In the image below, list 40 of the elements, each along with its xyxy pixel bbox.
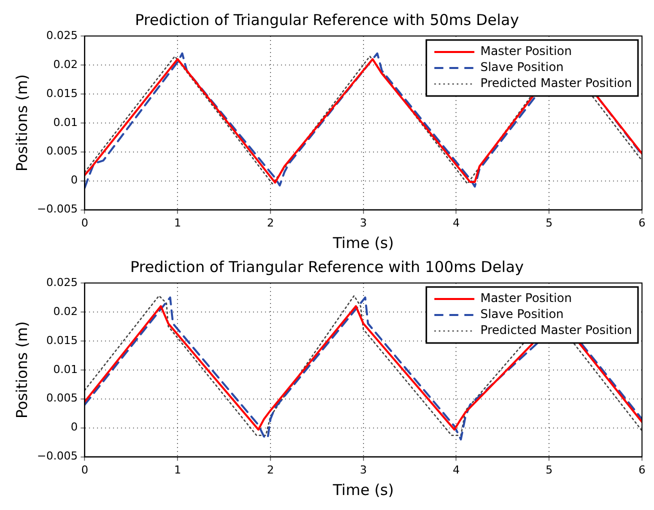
x-tick-label: 0 xyxy=(81,216,88,230)
y-tick-label: 0.025 xyxy=(46,276,78,289)
y-tick-label: 0.02 xyxy=(53,58,78,71)
y-tick-label: 0.015 xyxy=(46,334,78,347)
x-tick-label: 5 xyxy=(546,216,553,230)
x-tick-label: 4 xyxy=(452,463,460,476)
x-tick-label: 1 xyxy=(174,216,182,230)
x-tick-label: 3 xyxy=(360,216,367,230)
legend-label: Master Position xyxy=(480,291,572,306)
x-tick-label: 2 xyxy=(266,463,274,476)
x-tick-label: 3 xyxy=(360,463,367,476)
x-tick-label: 6 xyxy=(638,463,646,476)
x-tick-label: 1 xyxy=(174,463,182,476)
y-tick-label: 0.02 xyxy=(53,304,78,318)
x-tick-label: 6 xyxy=(638,216,646,230)
x-tick-label: 2 xyxy=(266,216,274,230)
x-tick-label: 4 xyxy=(452,216,460,230)
x-tick-label: 5 xyxy=(546,463,553,476)
y-axis-title: Positions (m) xyxy=(12,321,31,419)
legend-label: Slave Position xyxy=(480,60,564,74)
legend-label: Master Position xyxy=(480,44,572,58)
chart-title: Prediction of Triangular Reference with 50ms Delay xyxy=(134,10,520,29)
x-axis-title: Time (s) xyxy=(332,480,394,499)
legend-label: Predicted Master Position xyxy=(480,323,632,338)
y-tick-label: 0 xyxy=(70,420,78,434)
y-tick-label: 0.015 xyxy=(46,86,78,100)
y-tick-label: 0.025 xyxy=(46,28,78,42)
chart-title: Prediction of Triangular Reference with 100ms Delay xyxy=(130,258,524,276)
y-tick-label: 0 xyxy=(70,174,78,187)
y-tick-label: 0.01 xyxy=(53,116,78,129)
y-axis-title: Positions (m) xyxy=(12,74,31,172)
y-tick-label: −0.005 xyxy=(36,202,78,216)
x-axis-title: Time (s) xyxy=(332,234,394,252)
y-tick-label: −0.005 xyxy=(36,450,78,463)
legend-label: Predicted Master Position xyxy=(480,76,632,90)
y-tick-label: 0.005 xyxy=(46,392,78,405)
y-tick-label: 0.01 xyxy=(53,362,78,376)
legend-label: Slave Position xyxy=(480,307,564,322)
y-tick-label: 0.005 xyxy=(46,144,78,158)
x-tick-label: 0 xyxy=(81,463,88,476)
